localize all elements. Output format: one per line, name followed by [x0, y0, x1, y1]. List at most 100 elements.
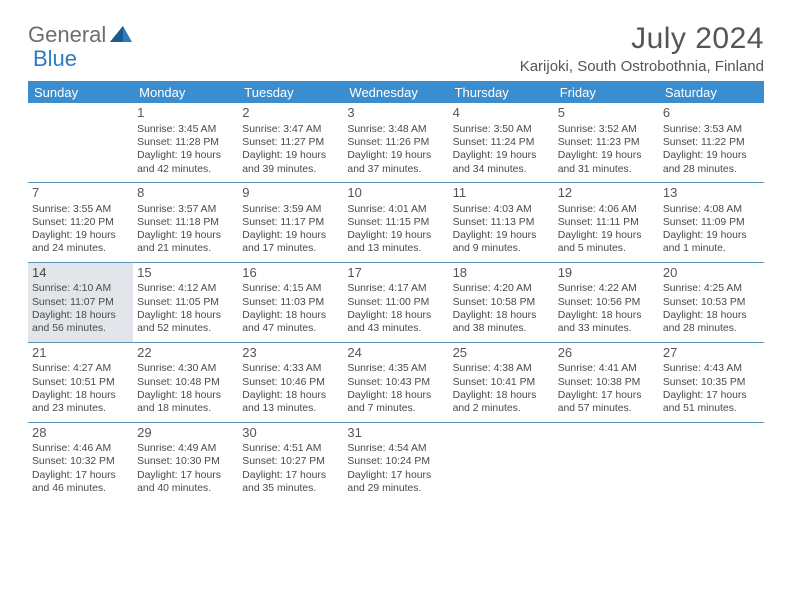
day-number: 1 — [137, 105, 234, 122]
day-info: Sunrise: 4:06 AMSunset: 11:11 PMDaylight… — [558, 203, 655, 256]
day-cell: 10Sunrise: 4:01 AMSunset: 11:15 PMDaylig… — [343, 182, 448, 262]
day-info: Sunrise: 4:41 AMSunset: 10:38 PMDaylight… — [558, 362, 655, 415]
day-number: 12 — [558, 185, 655, 202]
day-number: 31 — [347, 425, 444, 442]
week-row: 28Sunrise: 4:46 AMSunset: 10:32 PMDaylig… — [28, 422, 764, 501]
day-cell: 12Sunrise: 4:06 AMSunset: 11:11 PMDaylig… — [554, 182, 659, 262]
day-cell — [659, 422, 764, 501]
day-cell: 25Sunrise: 4:38 AMSunset: 10:41 PMDaylig… — [449, 342, 554, 422]
day-number: 5 — [558, 105, 655, 122]
day-cell: 22Sunrise: 4:30 AMSunset: 10:48 PMDaylig… — [133, 342, 238, 422]
day-cell: 11Sunrise: 4:03 AMSunset: 11:13 PMDaylig… — [449, 182, 554, 262]
day-number: 8 — [137, 185, 234, 202]
day-cell: 26Sunrise: 4:41 AMSunset: 10:38 PMDaylig… — [554, 342, 659, 422]
day-info: Sunrise: 4:15 AMSunset: 11:03 PMDaylight… — [242, 282, 339, 335]
day-info: Sunrise: 3:47 AMSunset: 11:27 PMDaylight… — [242, 123, 339, 176]
day-number: 28 — [32, 425, 129, 442]
day-cell: 29Sunrise: 4:49 AMSunset: 10:30 PMDaylig… — [133, 422, 238, 501]
day-cell: 2Sunrise: 3:47 AMSunset: 11:27 PMDayligh… — [238, 103, 343, 182]
location: Karijoki, South Ostrobothnia, Finland — [520, 58, 764, 75]
day-info: Sunrise: 3:57 AMSunset: 11:18 PMDaylight… — [137, 203, 234, 256]
day-number: 4 — [453, 105, 550, 122]
day-cell: 18Sunrise: 4:20 AMSunset: 10:58 PMDaylig… — [449, 262, 554, 342]
day-cell — [449, 422, 554, 501]
day-cell: 14Sunrise: 4:10 AMSunset: 11:07 PMDaylig… — [28, 262, 133, 342]
day-cell: 6Sunrise: 3:53 AMSunset: 11:22 PMDayligh… — [659, 103, 764, 182]
day-cell: 23Sunrise: 4:33 AMSunset: 10:46 PMDaylig… — [238, 342, 343, 422]
day-number: 10 — [347, 185, 444, 202]
day-cell: 31Sunrise: 4:54 AMSunset: 10:24 PMDaylig… — [343, 422, 448, 501]
day-number: 29 — [137, 425, 234, 442]
day-number: 3 — [347, 105, 444, 122]
day-info: Sunrise: 4:20 AMSunset: 10:58 PMDaylight… — [453, 282, 550, 335]
day-info: Sunrise: 4:08 AMSunset: 11:09 PMDaylight… — [663, 203, 760, 256]
day-info: Sunrise: 4:03 AMSunset: 11:13 PMDaylight… — [453, 203, 550, 256]
week-row: 1Sunrise: 3:45 AMSunset: 11:28 PMDayligh… — [28, 103, 764, 182]
day-info: Sunrise: 4:30 AMSunset: 10:48 PMDaylight… — [137, 362, 234, 415]
day-info: Sunrise: 3:55 AMSunset: 11:20 PMDaylight… — [32, 203, 129, 256]
day-cell: 3Sunrise: 3:48 AMSunset: 11:26 PMDayligh… — [343, 103, 448, 182]
weekday-header: Sunday — [28, 82, 133, 104]
weekday-header: Friday — [554, 82, 659, 104]
day-number: 9 — [242, 185, 339, 202]
logo-triangle-icon — [110, 26, 132, 42]
calendar: SundayMondayTuesdayWednesdayThursdayFrid… — [28, 81, 764, 501]
day-number: 15 — [137, 265, 234, 282]
weekday-header: Thursday — [449, 82, 554, 104]
week-row: 21Sunrise: 4:27 AMSunset: 10:51 PMDaylig… — [28, 342, 764, 422]
week-row: 7Sunrise: 3:55 AMSunset: 11:20 PMDayligh… — [28, 182, 764, 262]
calendar-body: 1Sunrise: 3:45 AMSunset: 11:28 PMDayligh… — [28, 103, 764, 501]
day-cell: 21Sunrise: 4:27 AMSunset: 10:51 PMDaylig… — [28, 342, 133, 422]
day-info: Sunrise: 4:25 AMSunset: 10:53 PMDaylight… — [663, 282, 760, 335]
day-number: 7 — [32, 185, 129, 202]
day-number: 25 — [453, 345, 550, 362]
day-info: Sunrise: 4:17 AMSunset: 11:00 PMDaylight… — [347, 282, 444, 335]
day-number: 2 — [242, 105, 339, 122]
day-info: Sunrise: 3:48 AMSunset: 11:26 PMDaylight… — [347, 123, 444, 176]
day-info: Sunrise: 4:54 AMSunset: 10:24 PMDaylight… — [347, 442, 444, 495]
day-number: 18 — [453, 265, 550, 282]
day-number: 14 — [32, 265, 129, 282]
day-number: 23 — [242, 345, 339, 362]
day-cell: 20Sunrise: 4:25 AMSunset: 10:53 PMDaylig… — [659, 262, 764, 342]
weekday-header: Tuesday — [238, 82, 343, 104]
day-cell: 15Sunrise: 4:12 AMSunset: 11:05 PMDaylig… — [133, 262, 238, 342]
day-number: 19 — [558, 265, 655, 282]
day-number: 16 — [242, 265, 339, 282]
title-block: July 2024 Karijoki, South Ostrobothnia, … — [520, 22, 764, 75]
day-info: Sunrise: 4:43 AMSunset: 10:35 PMDaylight… — [663, 362, 760, 415]
logo: General — [28, 22, 132, 48]
day-cell: 5Sunrise: 3:52 AMSunset: 11:23 PMDayligh… — [554, 103, 659, 182]
week-row: 14Sunrise: 4:10 AMSunset: 11:07 PMDaylig… — [28, 262, 764, 342]
day-number: 6 — [663, 105, 760, 122]
day-info: Sunrise: 4:49 AMSunset: 10:30 PMDaylight… — [137, 442, 234, 495]
logo-text-blue: Blue — [33, 46, 77, 72]
day-info: Sunrise: 4:51 AMSunset: 10:27 PMDaylight… — [242, 442, 339, 495]
day-cell: 19Sunrise: 4:22 AMSunset: 10:56 PMDaylig… — [554, 262, 659, 342]
day-number: 30 — [242, 425, 339, 442]
day-cell: 17Sunrise: 4:17 AMSunset: 11:00 PMDaylig… — [343, 262, 448, 342]
day-info: Sunrise: 3:59 AMSunset: 11:17 PMDaylight… — [242, 203, 339, 256]
logo-text-general: General — [28, 22, 106, 48]
day-number: 20 — [663, 265, 760, 282]
header: General July 2024 Karijoki, South Ostrob… — [28, 22, 764, 75]
day-number: 26 — [558, 345, 655, 362]
day-info: Sunrise: 4:35 AMSunset: 10:43 PMDaylight… — [347, 362, 444, 415]
day-number: 17 — [347, 265, 444, 282]
day-info: Sunrise: 4:27 AMSunset: 10:51 PMDaylight… — [32, 362, 129, 415]
calendar-header-row: SundayMondayTuesdayWednesdayThursdayFrid… — [28, 82, 764, 104]
day-cell: 8Sunrise: 3:57 AMSunset: 11:18 PMDayligh… — [133, 182, 238, 262]
day-info: Sunrise: 4:22 AMSunset: 10:56 PMDaylight… — [558, 282, 655, 335]
day-cell: 27Sunrise: 4:43 AMSunset: 10:35 PMDaylig… — [659, 342, 764, 422]
weekday-header: Saturday — [659, 82, 764, 104]
day-info: Sunrise: 4:33 AMSunset: 10:46 PMDaylight… — [242, 362, 339, 415]
day-info: Sunrise: 4:12 AMSunset: 11:05 PMDaylight… — [137, 282, 234, 335]
day-cell: 13Sunrise: 4:08 AMSunset: 11:09 PMDaylig… — [659, 182, 764, 262]
day-cell: 1Sunrise: 3:45 AMSunset: 11:28 PMDayligh… — [133, 103, 238, 182]
day-info: Sunrise: 3:50 AMSunset: 11:24 PMDaylight… — [453, 123, 550, 176]
day-cell: 30Sunrise: 4:51 AMSunset: 10:27 PMDaylig… — [238, 422, 343, 501]
weekday-header: Monday — [133, 82, 238, 104]
day-cell: 28Sunrise: 4:46 AMSunset: 10:32 PMDaylig… — [28, 422, 133, 501]
day-number: 22 — [137, 345, 234, 362]
day-cell: 24Sunrise: 4:35 AMSunset: 10:43 PMDaylig… — [343, 342, 448, 422]
